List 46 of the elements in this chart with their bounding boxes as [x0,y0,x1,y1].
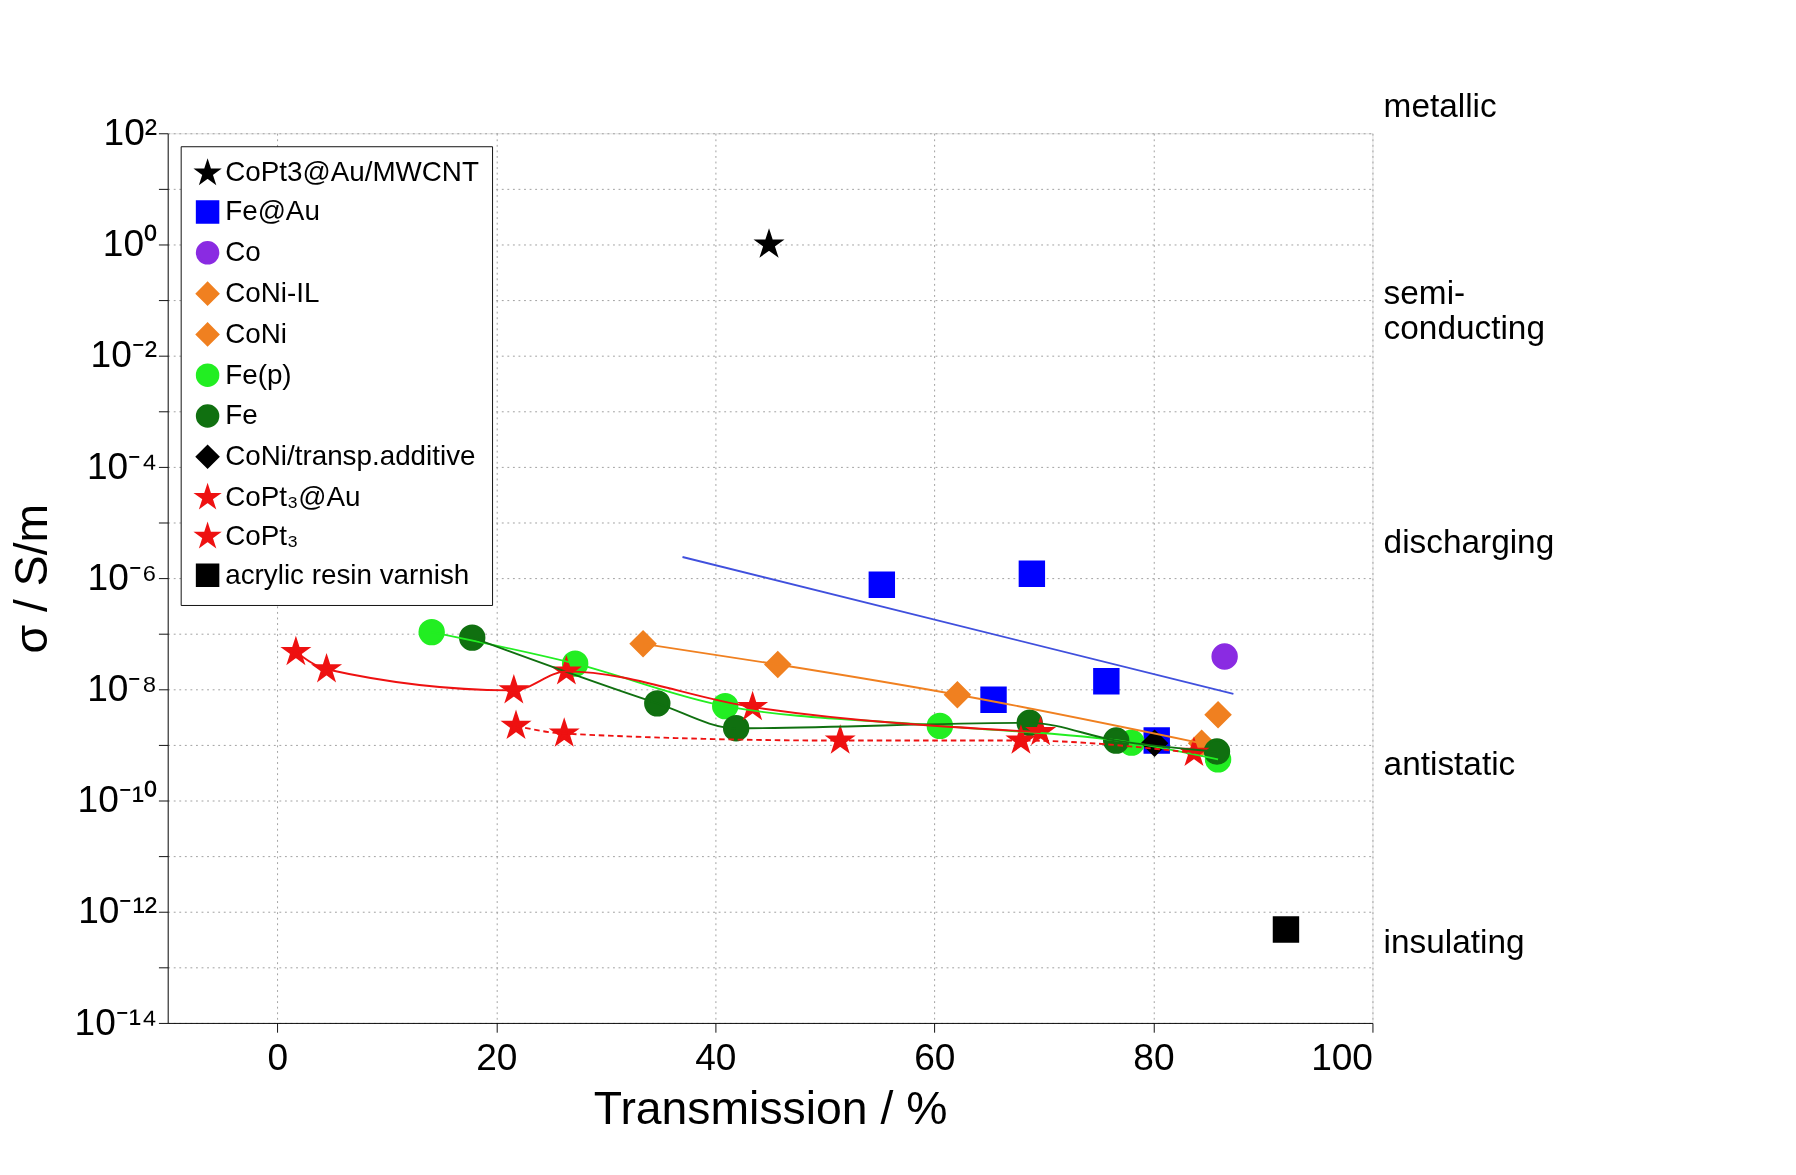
y-axis-title: σ / S/m [4,503,57,654]
legend-label: CoPt₃@Au [225,480,361,512]
legend-label: acrylic resin varnish [225,558,470,590]
y-tick-label: 10⁻⁸ [87,666,158,709]
y-tick-label: 10⁻¹⁰ [77,778,158,821]
y-tick-label: 10⁻⁴ [86,444,158,487]
legend-label: Fe@Au [225,195,320,227]
legend-label: CoNi-IL [225,276,320,308]
legend-label: Fe(p) [225,358,292,390]
y-tick-label: 10⁻⁶ [87,555,158,598]
legend-label: Fe [225,399,258,431]
y-tick-label: 10⁰ [102,222,158,265]
legend-label: CoPt₃ [225,519,299,551]
y-tick-label: 10² [103,110,158,153]
point [764,651,791,678]
point [629,630,657,657]
legend-label: CoNi/transp.additive [225,440,476,472]
text: semi- conducting [1383,273,1545,346]
point [1204,701,1232,728]
point [980,686,1007,713]
x-tick-label: 100 [1311,1035,1373,1078]
point [1093,668,1120,695]
y-tick-label: 10⁻¹² [78,889,158,932]
x-tick-label: 80 [1133,1035,1175,1078]
point [1018,560,1046,587]
point [1272,916,1300,943]
legend-label: CoNi [225,317,287,349]
x-tick-label: 40 [695,1035,737,1078]
text: antistatic [1383,745,1516,783]
x-tick-label: 0 [267,1035,289,1078]
text: discharging [1383,522,1555,560]
point [644,690,671,717]
point [868,571,896,598]
point [418,618,445,646]
x-tick-label: 20 [476,1035,518,1078]
legend-label: Co [225,236,261,268]
text: metallic [1383,86,1497,124]
x-tick-label: 60 [914,1035,956,1078]
y-tick-label: 10⁻² [90,333,158,376]
y-tick-label: 10⁻¹⁴ [74,1000,158,1043]
x-axis-title: Transmission / % [593,1081,948,1134]
point [944,681,971,708]
legend-label: CoPt3@Au/MWCNT [225,156,479,188]
point [1211,643,1238,670]
point [1203,738,1231,765]
text: insulating [1383,923,1525,961]
